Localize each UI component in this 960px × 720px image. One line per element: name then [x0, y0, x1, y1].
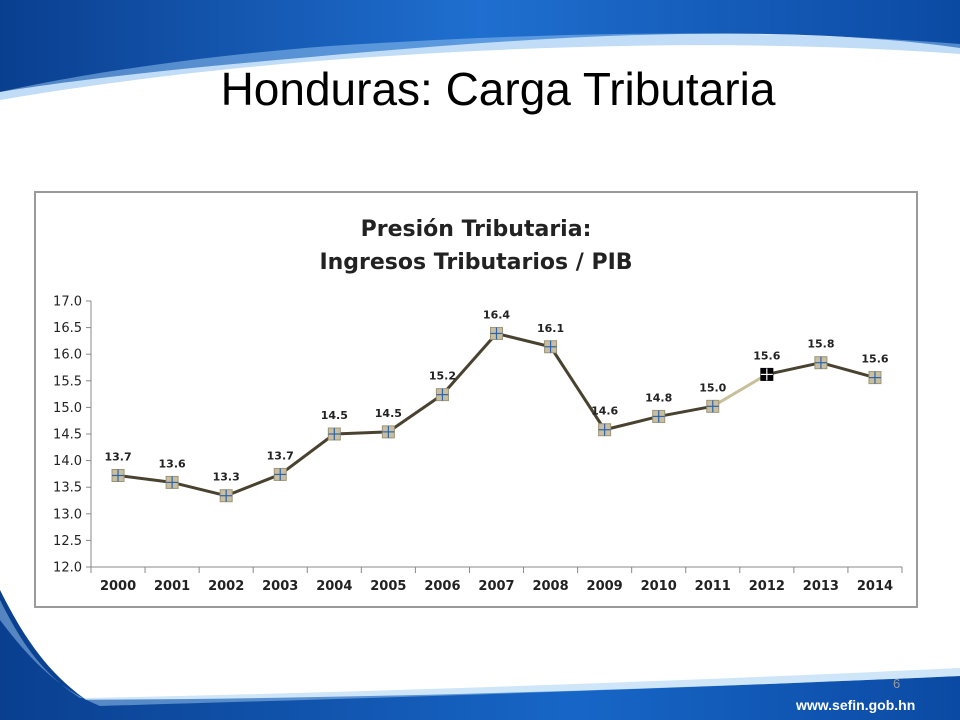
- y-tick-label: 16.5: [53, 321, 82, 336]
- x-tick-label: 2014: [857, 579, 893, 594]
- chart-title-line-1: Presión Tributaria:: [360, 217, 592, 242]
- series-segment: [549, 345, 607, 432]
- series-segment: [765, 361, 823, 376]
- x-tick-label: 2013: [803, 579, 839, 594]
- series-segment: [711, 372, 769, 408]
- data-label: 16.4: [483, 308, 510, 321]
- x-tick-label: 2005: [370, 579, 406, 594]
- data-label: 13.6: [159, 457, 186, 470]
- data-label: 15.8: [807, 338, 834, 351]
- x-tick-label: 2001: [154, 579, 190, 594]
- y-tick-label: 13.5: [53, 481, 82, 496]
- top-wave-band: [0, 0, 960, 92]
- x-tick-label: 2008: [532, 579, 568, 594]
- series-segment: [819, 361, 877, 380]
- series-segment: [116, 473, 174, 484]
- bottom-wave-highlight: [0, 600, 960, 706]
- page-number: 6: [893, 676, 901, 691]
- chart-title: Presión Tributaria: Ingresos Tributarios…: [36, 213, 916, 279]
- x-tick-label: 2010: [641, 579, 677, 594]
- x-tick-label: 2003: [262, 579, 298, 594]
- x-tick-label: 2004: [316, 579, 352, 594]
- y-tick-label: 15.5: [53, 374, 82, 389]
- x-tick-label: 2007: [478, 579, 514, 594]
- series-segment: [170, 480, 228, 498]
- x-tick-label: 2009: [587, 579, 623, 594]
- y-tick-label: 13.0: [53, 507, 82, 522]
- data-label: 15.6: [753, 349, 780, 362]
- x-tick-label: 2012: [749, 579, 785, 594]
- chart-frame: Presión Tributaria: Ingresos Tributarios…: [34, 191, 918, 608]
- series-segment: [332, 430, 390, 436]
- data-label: 14.5: [375, 407, 402, 420]
- y-tick-label: 14.5: [53, 428, 82, 443]
- line-chart: 12.0 12.5 13.0 13.5 14.0 14.5 15.0 15.5 16.0 16.5…: [53, 295, 903, 594]
- series-segment: [278, 432, 336, 476]
- series-segment: [386, 393, 444, 434]
- y-tick-label: 12.5: [53, 534, 82, 549]
- data-label: 14.8: [645, 391, 672, 404]
- data-label: 15.2: [429, 370, 456, 383]
- footer-url: www.sefin.gob.hn: [796, 697, 916, 713]
- x-tick-label: 2002: [208, 579, 244, 594]
- y-tick-label: 15.0: [53, 401, 82, 416]
- series-segment: [224, 472, 282, 498]
- data-label: 15.6: [861, 353, 888, 366]
- top-wave-highlight: [0, 33, 960, 100]
- y-tick-label: 14.0: [53, 454, 82, 469]
- data-label: 14.6: [591, 405, 618, 418]
- data-label: 16.1: [537, 322, 564, 335]
- data-label: 13.7: [267, 449, 294, 462]
- data-label: 13.7: [104, 450, 131, 463]
- y-tick-label: 16.0: [53, 348, 82, 363]
- bottom-wave-band: [0, 590, 960, 720]
- slide-title: Honduras: Carga Tributaria: [220, 63, 776, 115]
- y-tick-label: 12.0: [53, 561, 82, 576]
- series-segment: [603, 414, 661, 432]
- data-label: 14.5: [321, 409, 348, 422]
- data-label: 15.0: [699, 381, 726, 394]
- series-segment: [495, 331, 553, 349]
- series-segment: [657, 404, 715, 418]
- series-segment: [440, 331, 498, 397]
- x-tick-label: 2006: [424, 579, 460, 594]
- y-tick-label: 17.0: [53, 295, 82, 310]
- x-tick-label: 2000: [100, 579, 136, 594]
- data-label: 13.3: [213, 471, 240, 484]
- chart-title-line-2: Ingresos Tributarios / PIB: [319, 250, 633, 275]
- x-tick-label: 2011: [695, 579, 731, 594]
